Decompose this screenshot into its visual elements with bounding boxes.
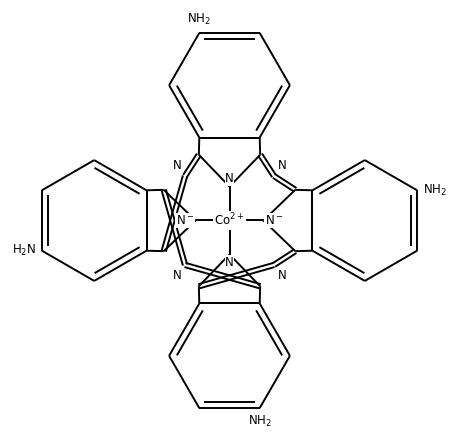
Text: H$_2$N: H$_2$N [12,243,36,258]
Text: N: N [173,269,181,282]
Text: N: N [278,269,286,282]
Text: NH$_2$: NH$_2$ [187,12,211,27]
Text: Co$^{2+}$: Co$^{2+}$ [214,212,245,229]
Text: N: N [173,159,181,172]
Text: N$^-$: N$^-$ [176,214,195,227]
Text: N: N [278,159,286,172]
Text: NH$_2$: NH$_2$ [423,183,447,198]
Text: N: N [225,172,234,185]
Text: N$^-$: N$^-$ [264,214,283,227]
Text: NH$_2$: NH$_2$ [248,414,272,429]
Text: N: N [225,256,234,269]
